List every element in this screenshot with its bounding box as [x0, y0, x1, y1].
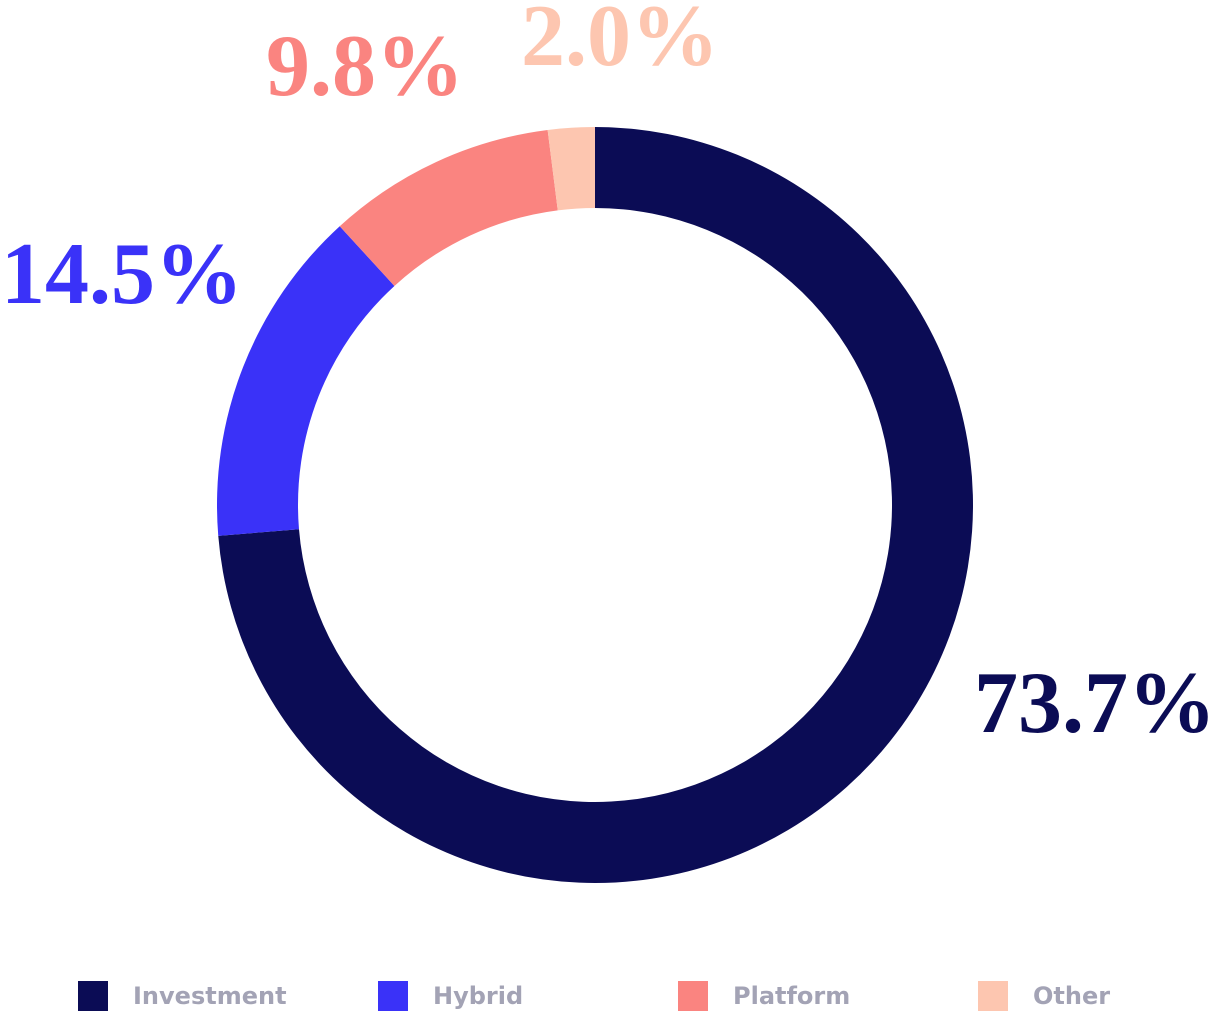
value-label: 2.0% [521, 0, 719, 85]
legend-swatch [78, 981, 108, 1011]
legend-swatch [678, 981, 708, 1011]
legend-label: Investment [133, 982, 287, 1010]
legend-swatch [978, 981, 1008, 1011]
legend-swatch [378, 981, 408, 1011]
donut-slice [217, 226, 395, 536]
value-label: 73.7% [974, 655, 1216, 752]
legend-label: Hybrid [433, 982, 523, 1010]
value-label: 9.8% [266, 18, 464, 115]
legend-label: Other [1033, 982, 1110, 1010]
donut-slice [547, 127, 595, 211]
donut-slice [339, 129, 558, 286]
legend-label: Platform [733, 982, 850, 1010]
value-label: 14.5% [1, 226, 243, 323]
